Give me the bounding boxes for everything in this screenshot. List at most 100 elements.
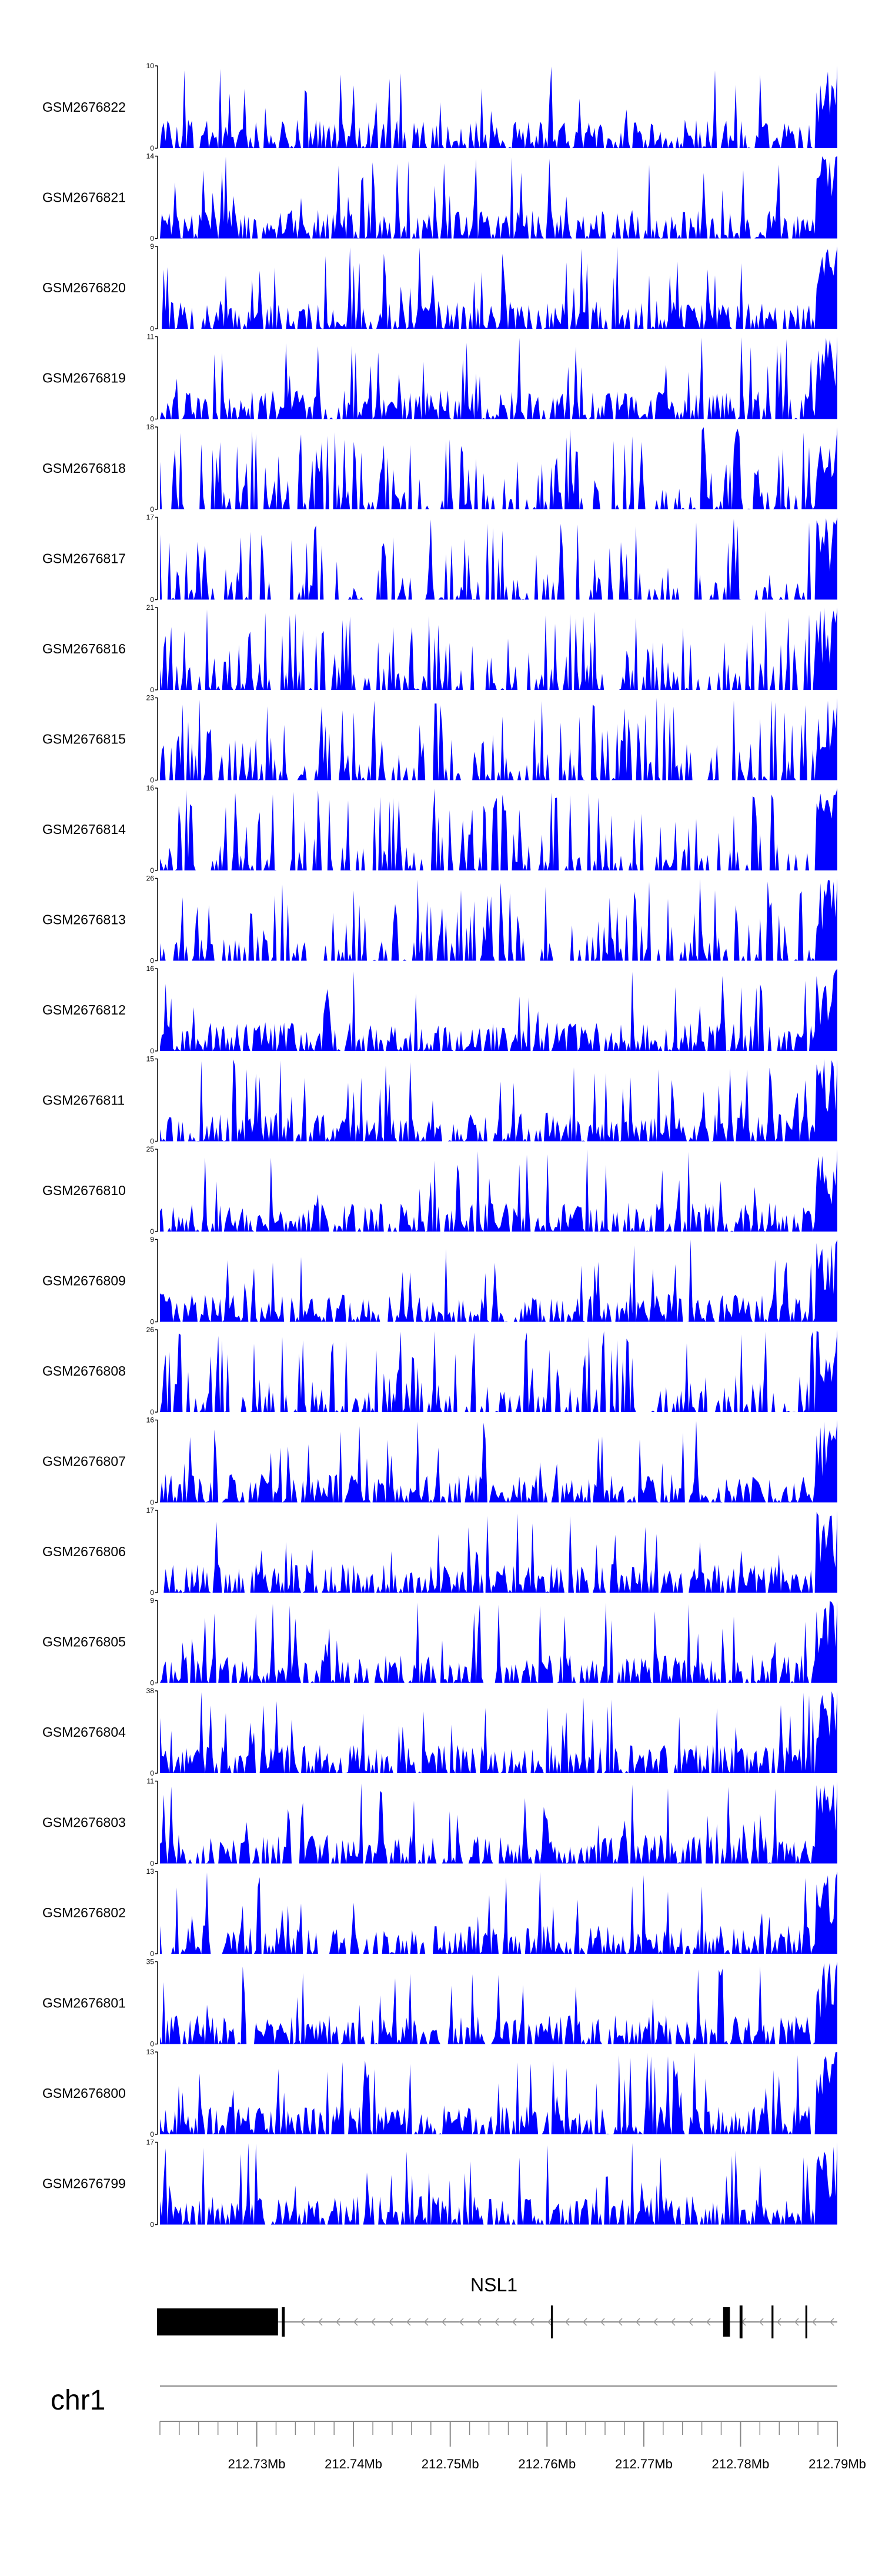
track-GSM2676818: GSM2676818 18 0 [42,423,837,513]
strand-arrow [353,2318,358,2326]
coverage-area [160,1330,837,1412]
coverage-area [160,1420,837,1503]
strand-arrow [829,2318,834,2326]
track-GSM2676807: GSM2676807 16 0 [42,1416,837,1507]
gene-exon [771,2305,774,2338]
track-GSM2676815: GSM2676815 23 0 [42,694,837,785]
coverage-area [160,1239,837,1322]
track-ymax-label: 17 [146,1506,155,1514]
strand-arrow [688,2318,693,2326]
coverage-area [160,2142,837,2225]
coverage-area [160,517,837,600]
track-label: GSM2676799 [42,2176,126,2191]
coverage-area [160,1510,837,1593]
strand-arrow [300,2318,305,2326]
strand-arrow [476,2318,482,2326]
track-label: GSM2676803 [42,1815,126,1830]
track-label: GSM2676801 [42,1996,126,2011]
track-GSM2676808: GSM2676808 26 0 [42,1326,837,1416]
x-axis-tick-label: 212.74Mb [325,2457,382,2471]
track-label: GSM2676808 [42,1363,126,1379]
coverage-area [160,878,837,961]
track-label: GSM2676813 [42,912,126,927]
track-ymax-label: 13 [146,1867,155,1876]
gene-label: NSL1 [470,2274,517,2295]
track-ymin-label: 0 [150,2221,154,2229]
track-GSM2676811: GSM2676811 15 0 [42,1055,837,1146]
track-ymin-label: 0 [150,1589,154,1597]
x-axis-tick-label: 212.77Mb [615,2457,673,2471]
track-label: GSM2676821 [42,190,126,205]
coverage-area [160,1691,837,1773]
track-ymin-label: 0 [150,1318,154,1326]
track-ymin-label: 0 [150,415,154,423]
track-ymin-label: 0 [150,776,154,785]
track-GSM2676819: GSM2676819 11 0 [42,333,837,423]
track-label: GSM2676804 [42,1724,126,1740]
coverage-tracks: GSM2676822100GSM2676821140GSM267682090GS… [42,62,837,2229]
track-ymin-label: 0 [150,1769,154,1777]
track-label: GSM2676800 [42,2086,126,2101]
coverage-area [160,969,837,1051]
x-axis-tick-label: 212.75Mb [422,2457,479,2471]
track-ymin-label: 0 [150,1679,154,1687]
track-ymax-label: 16 [146,965,155,973]
track-label: GSM2676822 [42,99,126,115]
track-GSM2676805: GSM2676805 9 0 [42,1597,837,1687]
track-ymin-label: 0 [150,686,154,694]
track-ymax-label: 25 [146,1145,155,1153]
track-ymin-label: 0 [150,1227,154,1236]
track-ymax-label: 26 [146,875,155,883]
track-ymin-label: 0 [150,596,154,604]
gene-exon [739,2305,743,2338]
strand-arrow [794,2318,799,2326]
coverage-area [160,698,837,780]
track-GSM2676816: GSM2676816 21 0 [42,603,837,694]
track-GSM2676813: GSM2676813 26 0 [42,875,837,965]
strand-arrow [494,2318,499,2326]
strand-arrow [318,2318,323,2326]
track-ymin-label: 0 [150,1860,154,1868]
track-GSM2676806: GSM2676806 17 0 [42,1506,837,1597]
gene-exon [157,2308,278,2335]
strand-arrow [811,2318,817,2326]
coverage-area [160,156,837,239]
strand-arrow [547,2318,552,2326]
track-ymax-label: 11 [147,1777,155,1786]
track-ymin-label: 0 [150,2040,154,2048]
track-label: GSM2676810 [42,1183,126,1198]
track-ymax-label: 9 [150,1597,154,1605]
track-label: GSM2676818 [42,461,126,476]
track-GSM2676800: GSM2676800 13 0 [42,2048,837,2138]
strand-arrow [388,2318,393,2326]
track-GSM2676803: GSM2676803 11 0 [42,1777,837,1868]
x-axis-tick-label: 212.78Mb [711,2457,769,2471]
track-ymin-label: 0 [150,1499,154,1507]
track-ymax-label: 11 [147,333,155,341]
genome-axis: chr1 212.73Mb 212.74Mb 212.75Mb 212.76Mb 212… [51,2385,866,2471]
track-ymax-label: 13 [146,2048,155,2056]
track-ymin-label: 0 [150,957,154,965]
track-ymax-label: 35 [146,1958,155,1966]
coverage-area [160,1961,837,2044]
track-GSM2676810: GSM2676810 25 0 [42,1145,837,1236]
track-ymax-label: 38 [146,1687,155,1695]
coverage-area [160,1781,837,1864]
gene-exon [550,2305,553,2338]
track-ymax-label: 21 [146,603,155,612]
track-label: GSM2676815 [42,732,126,747]
track-ymin-label: 0 [150,1137,154,1146]
gene-exon [805,2305,807,2338]
track-GSM2676820: GSM2676820 9 0 [42,242,837,333]
coverage-area [160,66,837,148]
coverage-area [160,1600,837,1683]
gene-track: NSL1 [157,2274,837,2338]
track-GSM2676812: GSM2676812 16 0 [42,965,837,1055]
coverage-area [160,246,837,329]
track-GSM2676809: GSM2676809 9 0 [42,1236,837,1326]
gene-exon [723,2307,730,2337]
x-axis-ticks: 212.73Mb 212.74Mb 212.75Mb 212.76Mb 212.77Mb… [159,2421,866,2471]
x-axis-tick-label: 212.79Mb [808,2457,866,2471]
track-ymin-label: 0 [150,325,154,333]
